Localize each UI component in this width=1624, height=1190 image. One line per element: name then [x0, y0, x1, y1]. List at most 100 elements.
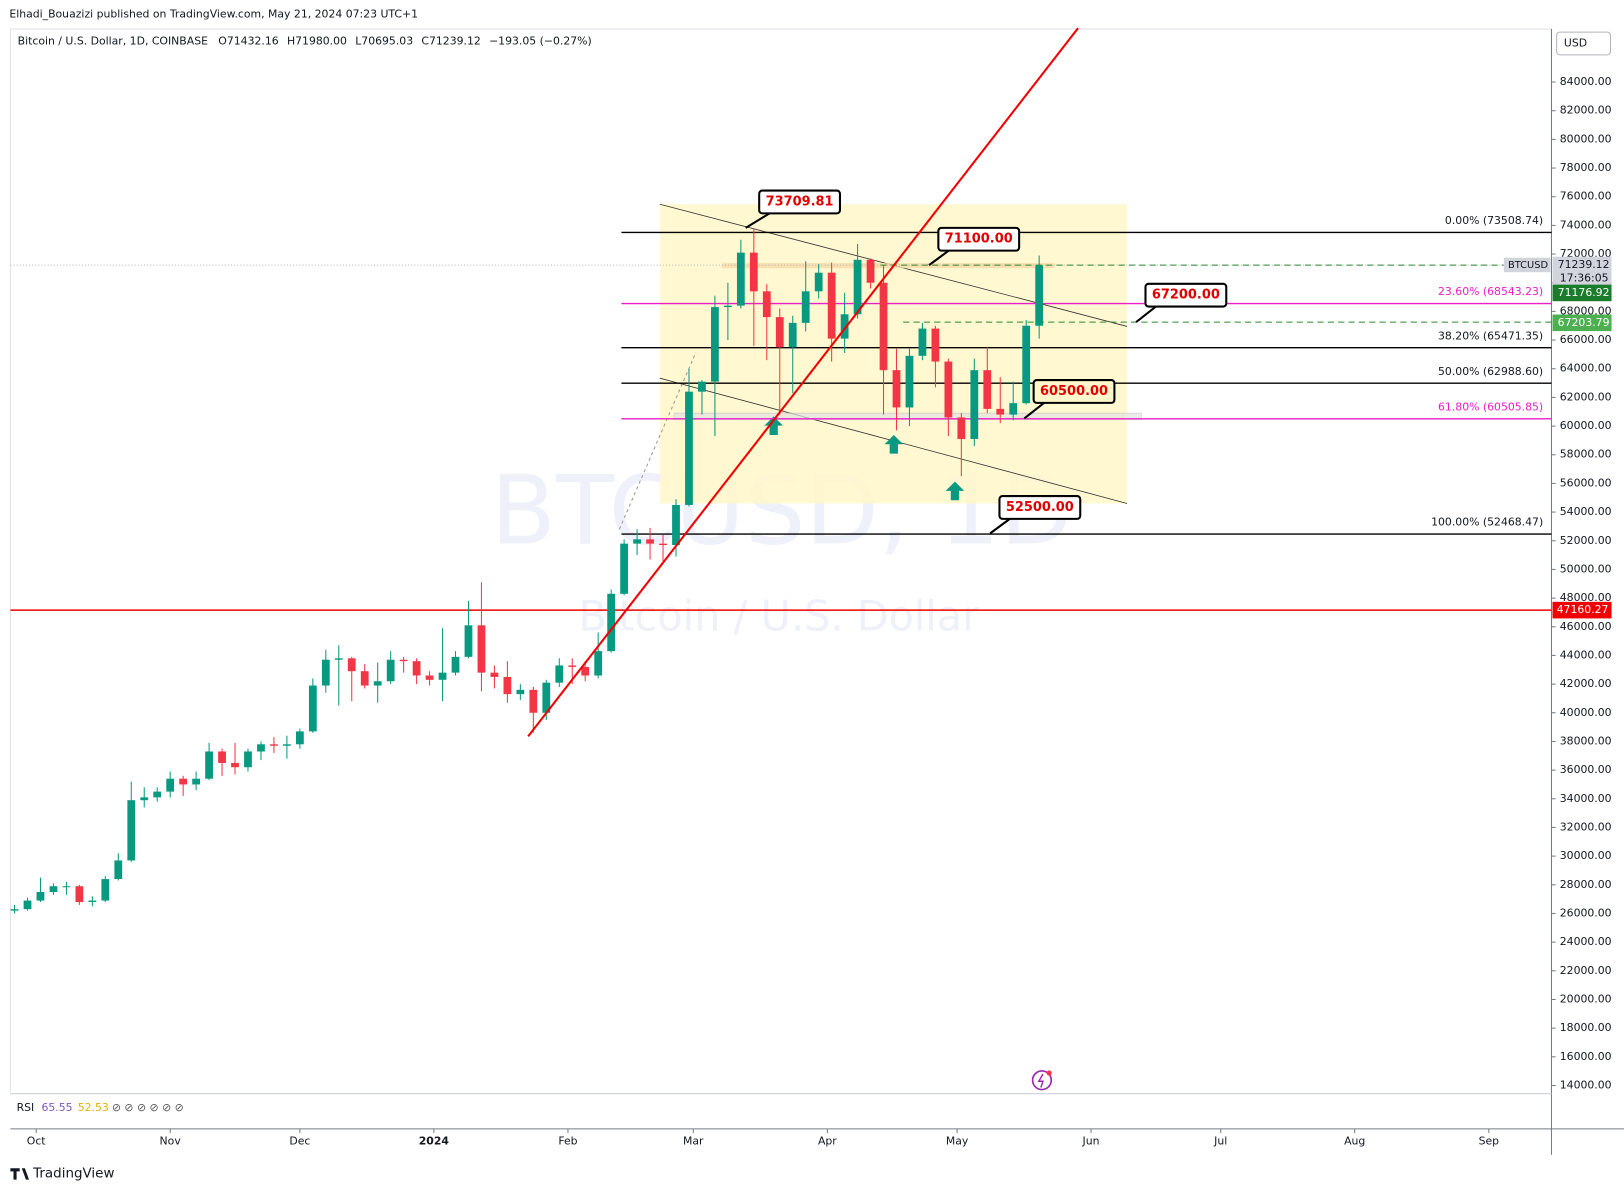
currency: USD: [1564, 36, 1587, 49]
candle-body: [360, 671, 369, 686]
y-tick-label: 34000.00: [1560, 792, 1612, 805]
candle-body: [1035, 265, 1044, 326]
y-tick-label: 30000.00: [1560, 849, 1612, 862]
y-tick-label: 16000.00: [1560, 1050, 1612, 1063]
y-tick-label: 66000.00: [1560, 333, 1612, 346]
callout-box: [998, 495, 1082, 520]
y-tick-label: 38000.00: [1560, 734, 1612, 747]
rsi-value: 65.55: [41, 1101, 72, 1114]
symbol-tag: BTCUSD: [1508, 260, 1548, 271]
x-tick-label: Oct: [27, 1134, 46, 1147]
y-tick-label: 64000.00: [1560, 362, 1612, 375]
candle-body: [321, 659, 330, 686]
arrows: [764, 416, 965, 501]
y-tick-label: 28000.00: [1560, 878, 1612, 891]
candle-body: [192, 778, 201, 785]
y-tick-label: 52000.00: [1560, 534, 1612, 547]
candle-body: [892, 370, 901, 408]
y-tick-label: 42000.00: [1560, 677, 1612, 690]
candle-body: [555, 665, 564, 683]
x-tick-label: 2024: [419, 1134, 450, 1147]
candle-body: [944, 361, 953, 418]
callout-box: [758, 189, 841, 215]
up-arrow: [764, 416, 784, 435]
candle-body: [270, 744, 278, 746]
up-arrow: [884, 434, 904, 454]
y-tick-label: 74000.00: [1560, 218, 1612, 231]
y-tick-label: 44000.00: [1560, 648, 1612, 661]
candle-body: [633, 539, 641, 544]
candle-body: [373, 681, 382, 686]
fib-label: 61.80% (60505.85): [1438, 400, 1543, 413]
ohlc-value: H71980.00: [287, 34, 347, 47]
callout-pointer: [745, 212, 771, 229]
candle-body: [101, 879, 110, 901]
candle-body: [568, 665, 577, 667]
candle-body: [659, 543, 667, 546]
y-tick-label: 62000.00: [1560, 390, 1612, 403]
candle-body: [620, 543, 629, 594]
y-tick-label: 56000.00: [1560, 476, 1612, 489]
candle-body: [399, 659, 408, 662]
candle-body: [840, 314, 849, 339]
last-price-bg: [1552, 256, 1612, 286]
x-tick-label: Dec: [289, 1134, 310, 1147]
candle-body: [464, 625, 473, 657]
y-tick-label: 82000.00: [1560, 104, 1612, 117]
callout-label: 67200.00: [1152, 288, 1220, 303]
candle-body: [957, 417, 966, 439]
callout-pointer: [989, 518, 1011, 535]
y-tick-label: 58000.00: [1560, 448, 1612, 461]
candle-body: [1009, 403, 1018, 415]
candle-body: [127, 800, 136, 861]
candle-body: [814, 272, 823, 292]
y-tick-label: 50000.00: [1560, 562, 1612, 575]
callout-pointer: [928, 249, 950, 266]
currency-button[interactable]: [1556, 31, 1612, 56]
candle-body: [711, 307, 719, 382]
callout-box: [1144, 282, 1228, 308]
y-tick-label: 46000.00: [1560, 620, 1612, 633]
event-icon-bolt: [1037, 1073, 1044, 1088]
candle-body: [931, 328, 940, 362]
candle-body: [179, 778, 188, 785]
x-tick-label: Sep: [1479, 1134, 1500, 1147]
candle-body: [775, 317, 784, 348]
price-badge: 47160.27: [1557, 603, 1609, 616]
ohlc-value: O71432.16: [218, 34, 278, 47]
callout-pointer: [1023, 402, 1045, 420]
candle-body: [114, 860, 123, 880]
candle-body: [62, 886, 71, 888]
y-tick-label: 84000.00: [1560, 75, 1612, 88]
candle-body: [788, 322, 797, 348]
fib-label: 100.00% (52468.47): [1431, 516, 1543, 529]
candle-body: [983, 370, 992, 409]
last-price: 71239.12: [1558, 258, 1610, 271]
y-tick-label: 32000.00: [1560, 820, 1612, 833]
candle-body: [503, 676, 512, 695]
candle-body: [646, 539, 654, 544]
candle-body: [516, 689, 525, 695]
candle-body: [10, 909, 19, 911]
trendline: [527, 27, 1079, 738]
candle-body: [529, 689, 538, 713]
candle-body: [308, 685, 317, 732]
callout-label: 52500.00: [1006, 500, 1074, 515]
callout-pointer: [1135, 305, 1157, 323]
x-tick-label: Jun: [1082, 1134, 1100, 1147]
candle-body: [334, 658, 343, 660]
candle-body: [295, 731, 304, 745]
fib-label: 0.00% (73508.74): [1445, 214, 1543, 227]
x-tick-label: Jul: [1213, 1134, 1227, 1147]
y-tick-label: 40000.00: [1560, 706, 1612, 719]
candle-body: [594, 651, 603, 676]
event-icon[interactable]: [1031, 1070, 1053, 1091]
symbol-tag-bg: [1503, 257, 1551, 273]
y-tick-label: 54000.00: [1560, 505, 1612, 518]
callout-box: [1032, 379, 1116, 404]
candle-body: [244, 751, 252, 768]
candle-body: [283, 744, 291, 746]
callout-label: 73709.81: [766, 194, 834, 209]
candle-body: [736, 252, 745, 306]
candle-body: [257, 744, 265, 752]
